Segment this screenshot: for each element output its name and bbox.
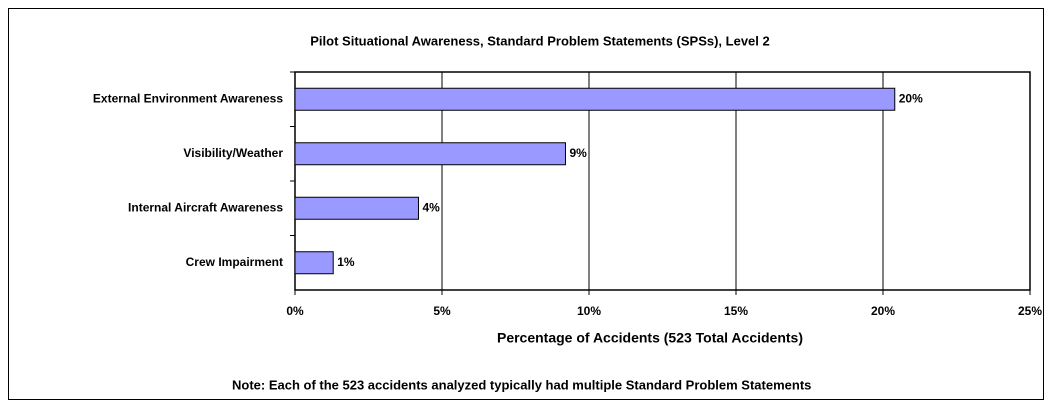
bar	[294, 87, 896, 111]
chart-title: Pilot Situational Awareness, Standard Pr…	[310, 33, 769, 48]
value-label: 4%	[422, 200, 440, 214]
x-tick-label: 15%	[724, 304, 748, 318]
x-tick-label: 20%	[871, 304, 895, 318]
value-label: 20%	[899, 91, 923, 105]
bar	[294, 142, 566, 166]
x-axis-label: Percentage of Accidents (523 Total Accid…	[497, 330, 803, 346]
bar	[294, 251, 334, 275]
x-tick-label: 25%	[1018, 304, 1042, 318]
y-tick-label: Internal Aircraft Awareness	[128, 200, 283, 214]
y-tick-label: Crew Impairment	[186, 255, 283, 269]
bar	[294, 196, 419, 220]
annotation: Note: Each of the 523 accidents analyzed…	[232, 377, 811, 392]
x-tick-label: 0%	[286, 304, 304, 318]
value-label: 9%	[569, 146, 587, 160]
value-label: 1%	[337, 255, 355, 269]
y-tick-label: External Environment Awareness	[93, 91, 283, 105]
x-tick-label: 5%	[433, 304, 451, 318]
chart-frame	[8, 8, 1044, 400]
x-tick-label: 10%	[577, 304, 601, 318]
y-tick-label: Visibility/Weather	[183, 146, 283, 160]
